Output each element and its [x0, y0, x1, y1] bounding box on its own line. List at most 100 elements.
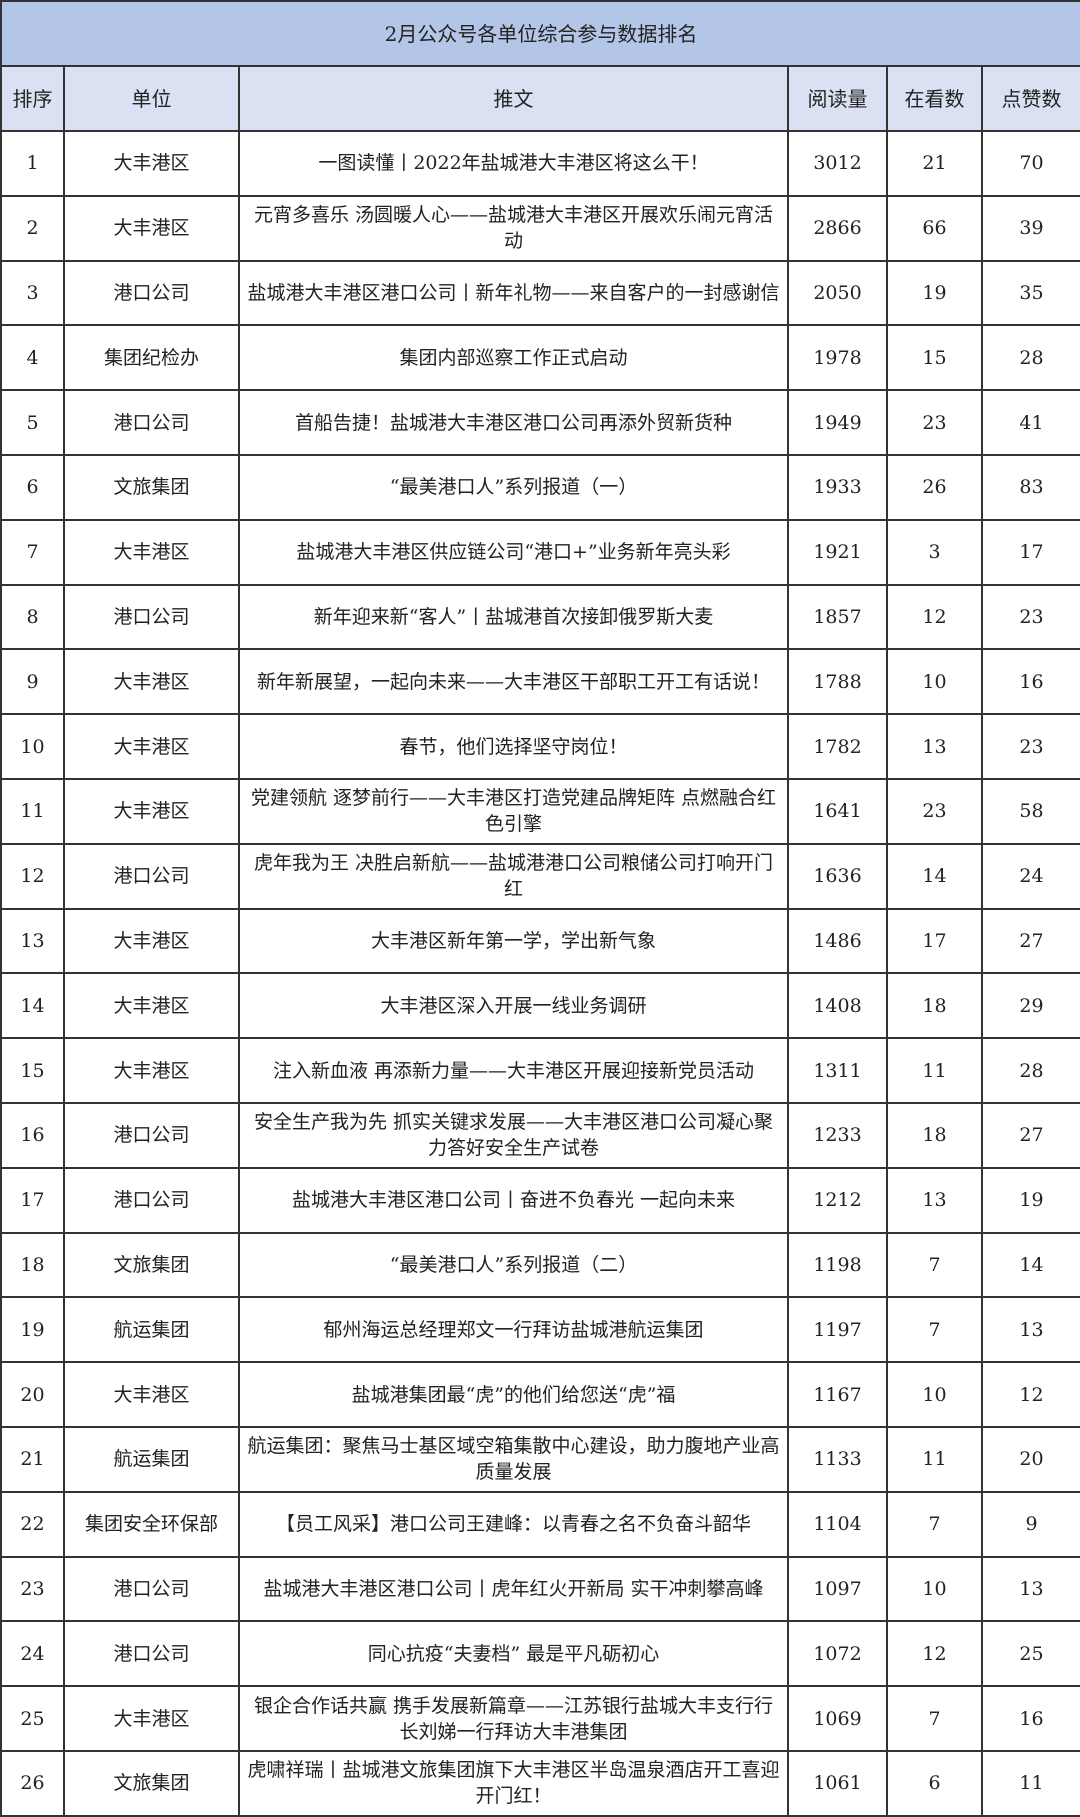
cell-likes: 24 [980, 842, 1080, 910]
cell-article: 虎年我为王 决胜启新航——盐城港港口公司粮储公司打响开门红 [238, 842, 789, 910]
cell-article: 【员工风采】港口公司王建峰：以青春之名不负奋斗韶华 [238, 1490, 789, 1558]
cell-likes: 11 [980, 1749, 1080, 1817]
cell-article: 虎啸祥瑞丨盐城港文旅集团旗下大丰港区半岛温泉酒店开工喜迎开门红！ [238, 1749, 789, 1817]
header-likes: 点赞数 [980, 65, 1080, 132]
cell-reads: 1104 [787, 1490, 888, 1558]
cell-watching: 23 [886, 389, 983, 456]
cell-reads: 1857 [787, 583, 888, 651]
cell-unit: 大丰港区 [63, 1361, 240, 1428]
cell-reads: 3012 [787, 130, 888, 197]
table-row: 18 文旅集团 “最美港口人”系列报道（二） 1198 7 14 [0, 1231, 1080, 1299]
cell-rank: 4 [0, 324, 65, 392]
cell-likes: 27 [980, 1101, 1080, 1169]
table-title: 2月公众号各单位综合参与数据排名 [0, 0, 1080, 67]
cell-unit: 大丰港区 [63, 130, 240, 197]
cell-rank: 1 [0, 130, 65, 197]
cell-unit: 港口公司 [63, 1620, 240, 1688]
table-row: 9 大丰港区 新年新展望，一起向未来——大丰港区干部职工开工有话说！ 1788 10 16 [0, 648, 1080, 716]
cell-unit: 大丰港区 [63, 907, 240, 975]
cell-watching: 13 [886, 1166, 983, 1234]
cell-watching: 10 [886, 1361, 983, 1428]
cell-rank: 2 [0, 194, 65, 262]
header-rank: 排序 [0, 65, 65, 132]
cell-article: “最美港口人”系列报道（一） [238, 453, 789, 521]
cell-likes: 83 [980, 453, 1080, 521]
cell-unit: 文旅集团 [63, 453, 240, 521]
cell-reads: 1133 [787, 1425, 888, 1493]
cell-article: 新年新展望，一起向未来——大丰港区干部职工开工有话说！ [238, 648, 789, 716]
cell-watching: 12 [886, 1620, 983, 1688]
cell-watching: 10 [886, 1555, 983, 1623]
cell-likes: 70 [980, 130, 1080, 197]
table-row: 12 港口公司 虎年我为王 决胜启新航——盐城港港口公司粮储公司打响开门红 1636 1… [0, 842, 1080, 910]
cell-watching: 17 [886, 907, 983, 975]
cell-rank: 8 [0, 583, 65, 651]
cell-reads: 1197 [787, 1296, 888, 1364]
cell-article: 盐城港大丰港区港口公司丨新年礼物——来自客户的一封感谢信 [238, 259, 789, 327]
table-row: 22 集团安全环保部 【员工风采】港口公司王建峰：以青春之名不负奋斗韶华 1104 7 9 [0, 1490, 1080, 1558]
cell-likes: 27 [980, 907, 1080, 975]
cell-likes: 13 [980, 1296, 1080, 1364]
cell-unit: 港口公司 [63, 389, 240, 456]
cell-likes: 25 [980, 1620, 1080, 1688]
cell-unit: 大丰港区 [63, 194, 240, 262]
cell-unit: 大丰港区 [63, 518, 240, 586]
cell-rank: 5 [0, 389, 65, 456]
table-row: 23 港口公司 盐城港大丰港区港口公司丨虎年红火开新局 实干冲刺攀高峰 1097 10 1… [0, 1555, 1080, 1623]
cell-unit: 港口公司 [63, 1555, 240, 1623]
cell-likes: 19 [980, 1166, 1080, 1234]
cell-likes: 23 [980, 583, 1080, 651]
cell-rank: 20 [0, 1361, 65, 1428]
cell-likes: 14 [980, 1231, 1080, 1299]
table-row: 16 港口公司 安全生产我为先 抓实关键求发展——大丰港区港口公司凝心聚力答好安全生… [0, 1101, 1080, 1169]
cell-reads: 1636 [787, 842, 888, 910]
cell-reads: 1641 [787, 777, 888, 845]
cell-article: 盐城港集团最“虎”的他们给您送“虎”福 [238, 1361, 789, 1428]
table-row: 1 大丰港区 一图读懂丨2022年盐城港大丰港区将这么干！ 3012 21 70 [0, 130, 1080, 197]
cell-likes: 20 [980, 1425, 1080, 1493]
cell-rank: 7 [0, 518, 65, 586]
cell-article: 元宵多喜乐 汤圆暖人心——盐城港大丰港区开展欢乐闹元宵活动 [238, 194, 789, 262]
cell-watching: 7 [886, 1685, 983, 1752]
cell-unit: 航运集团 [63, 1296, 240, 1364]
cell-article: 盐城港大丰港区港口公司丨奋进不负春光 一起向未来 [238, 1166, 789, 1234]
cell-rank: 11 [0, 777, 65, 845]
cell-article: 安全生产我为先 抓实关键求发展——大丰港区港口公司凝心聚力答好安全生产试卷 [238, 1101, 789, 1169]
cell-unit: 航运集团 [63, 1425, 240, 1493]
cell-reads: 1069 [787, 1685, 888, 1752]
cell-watching: 19 [886, 259, 983, 327]
header-unit: 单位 [63, 65, 240, 132]
cell-unit: 集团纪检办 [63, 324, 240, 392]
cell-watching: 10 [886, 648, 983, 716]
cell-rank: 3 [0, 259, 65, 327]
cell-watching: 26 [886, 453, 983, 521]
cell-reads: 1097 [787, 1555, 888, 1623]
cell-watching: 7 [886, 1490, 983, 1558]
cell-likes: 41 [980, 389, 1080, 456]
cell-watching: 6 [886, 1749, 983, 1817]
cell-likes: 13 [980, 1555, 1080, 1623]
cell-unit: 文旅集团 [63, 1231, 240, 1299]
cell-likes: 23 [980, 713, 1080, 780]
cell-article: 大丰港区深入开展一线业务调研 [238, 972, 789, 1040]
table-row: 26 文旅集团 虎啸祥瑞丨盐城港文旅集团旗下大丰港区半岛温泉酒店开工喜迎开门红！ 10… [0, 1749, 1080, 1817]
cell-watching: 18 [886, 1101, 983, 1169]
cell-rank: 9 [0, 648, 65, 716]
cell-article: 注入新血液 再添新力量——大丰港区开展迎接新党员活动 [238, 1037, 789, 1104]
cell-article: 集团内部巡察工作正式启动 [238, 324, 789, 392]
cell-unit: 大丰港区 [63, 648, 240, 716]
cell-reads: 1788 [787, 648, 888, 716]
cell-likes: 39 [980, 194, 1080, 262]
cell-unit: 大丰港区 [63, 713, 240, 780]
table-row: 8 港口公司 新年迎来新“客人”丨盐城港首次接卸俄罗斯大麦 1857 12 23 [0, 583, 1080, 651]
cell-watching: 11 [886, 1037, 983, 1104]
cell-rank: 25 [0, 1685, 65, 1752]
cell-unit: 文旅集团 [63, 1749, 240, 1817]
header-reads: 阅读量 [787, 65, 888, 132]
cell-reads: 1212 [787, 1166, 888, 1234]
cell-reads: 1167 [787, 1361, 888, 1428]
cell-likes: 16 [980, 648, 1080, 716]
cell-rank: 21 [0, 1425, 65, 1493]
cell-reads: 1408 [787, 972, 888, 1040]
cell-likes: 17 [980, 518, 1080, 586]
